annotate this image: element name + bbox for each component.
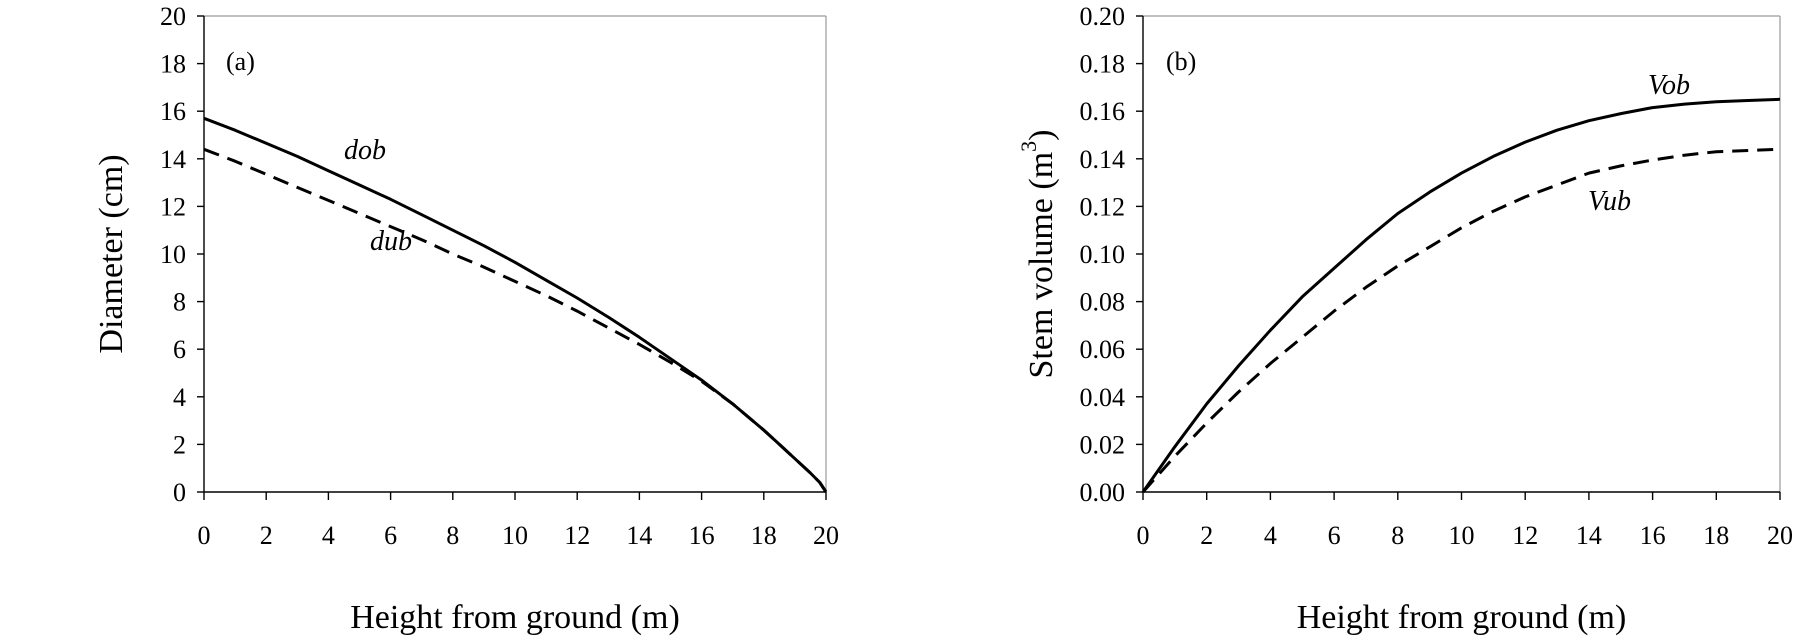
x-tick-label: 14	[626, 521, 652, 550]
y-tick-label: 0.12	[1080, 192, 1126, 221]
panel-label: (b)	[1166, 47, 1196, 76]
series-label-dub: dub	[370, 226, 412, 257]
y-tick-label: 20	[160, 2, 186, 31]
y-tick-label: 4	[173, 383, 186, 412]
y-tick-label: 2	[173, 430, 186, 459]
y-tick-label: 10	[160, 240, 186, 269]
series-label-dob: dob	[344, 135, 386, 166]
panel-b-stem-volume-chart: 0.00 0.02 0.04 0.06 0.08 0.10 0.12 0.14 0.16 0.18…	[1016, 2, 1793, 636]
x-tick-label: 10	[1449, 521, 1475, 550]
series-line-dob	[203, 116, 828, 493]
y-tick-label: 0.18	[1080, 50, 1126, 79]
y-tick-label: 16	[160, 97, 186, 126]
x-tick-label: 4	[322, 521, 335, 550]
x-tick-label: 18	[751, 521, 777, 550]
y-tick-label: 18	[160, 50, 186, 79]
y-axis-title: Diameter (cm)	[93, 154, 130, 353]
x-tick-label: 6	[384, 521, 397, 550]
x-tick-label: 8	[1391, 521, 1404, 550]
x-tick-label: 20	[1767, 521, 1793, 550]
x-tick-label: 4	[1264, 521, 1277, 550]
x-tick-label: 10	[502, 521, 528, 550]
x-tick-label: 0	[1137, 521, 1150, 550]
y-tick-label: 0.06	[1080, 335, 1126, 364]
series-line-vub	[1141, 147, 1781, 493]
y-tick-label: 0.20	[1080, 2, 1126, 31]
y-tick-label: 6	[173, 335, 186, 364]
x-tick-label: 18	[1703, 521, 1729, 550]
y-tick-label: 0	[173, 478, 186, 507]
y-axis-title-text: Diameter (cm)	[93, 154, 130, 353]
x-tick-label: 20	[813, 521, 839, 550]
panel-label: (a)	[226, 47, 255, 76]
x-tick-label: 16	[689, 521, 715, 550]
y-axis-title: Stem volume (m3)	[1016, 130, 1060, 379]
x-tick-label: 8	[446, 521, 459, 550]
y-axis-title-close: )	[1023, 130, 1060, 141]
x-tick-label: 2	[1200, 521, 1213, 550]
y-tick-label: 0.00	[1080, 478, 1126, 507]
y-tick-label: 0.02	[1080, 430, 1126, 459]
y-tick-label: 14	[160, 145, 186, 174]
y-tick-label: 0.16	[1080, 97, 1126, 126]
y-axis-title-text: Stem volume (m	[1023, 152, 1060, 379]
panel-a-diameter-chart: 0 2 4 6 8 10 12 14 16 18 20 0 2 4 6 8 10 12 14 16 18 20 Height…	[93, 2, 839, 636]
y-tick-label: 0.10	[1080, 240, 1126, 269]
x-axis-title: Height from ground (m)	[350, 599, 680, 636]
x-tick-label: 16	[1640, 521, 1666, 550]
y-axis-title-superscript: 3	[1016, 141, 1041, 152]
x-tick-label: 12	[1512, 521, 1538, 550]
y-tick-label: 0.14	[1080, 145, 1126, 174]
series-line-vob	[1141, 97, 1781, 493]
x-tick-label: 6	[1328, 521, 1341, 550]
series-line-dub	[203, 147, 828, 493]
series-label-vub: Vub	[1588, 186, 1631, 217]
x-tick-label: 2	[260, 521, 273, 550]
y-tick-label: 12	[160, 192, 186, 221]
y-tick-label: 0.04	[1080, 383, 1126, 412]
y-tick-label: 8	[173, 288, 186, 317]
y-tick-label: 0.08	[1080, 288, 1126, 317]
x-tick-label: 12	[564, 521, 590, 550]
x-axis-title: Height from ground (m)	[1297, 599, 1627, 636]
series-label-vob: Vob	[1648, 70, 1690, 101]
x-tick-label: 14	[1576, 521, 1602, 550]
x-tick-label: 0	[198, 521, 211, 550]
